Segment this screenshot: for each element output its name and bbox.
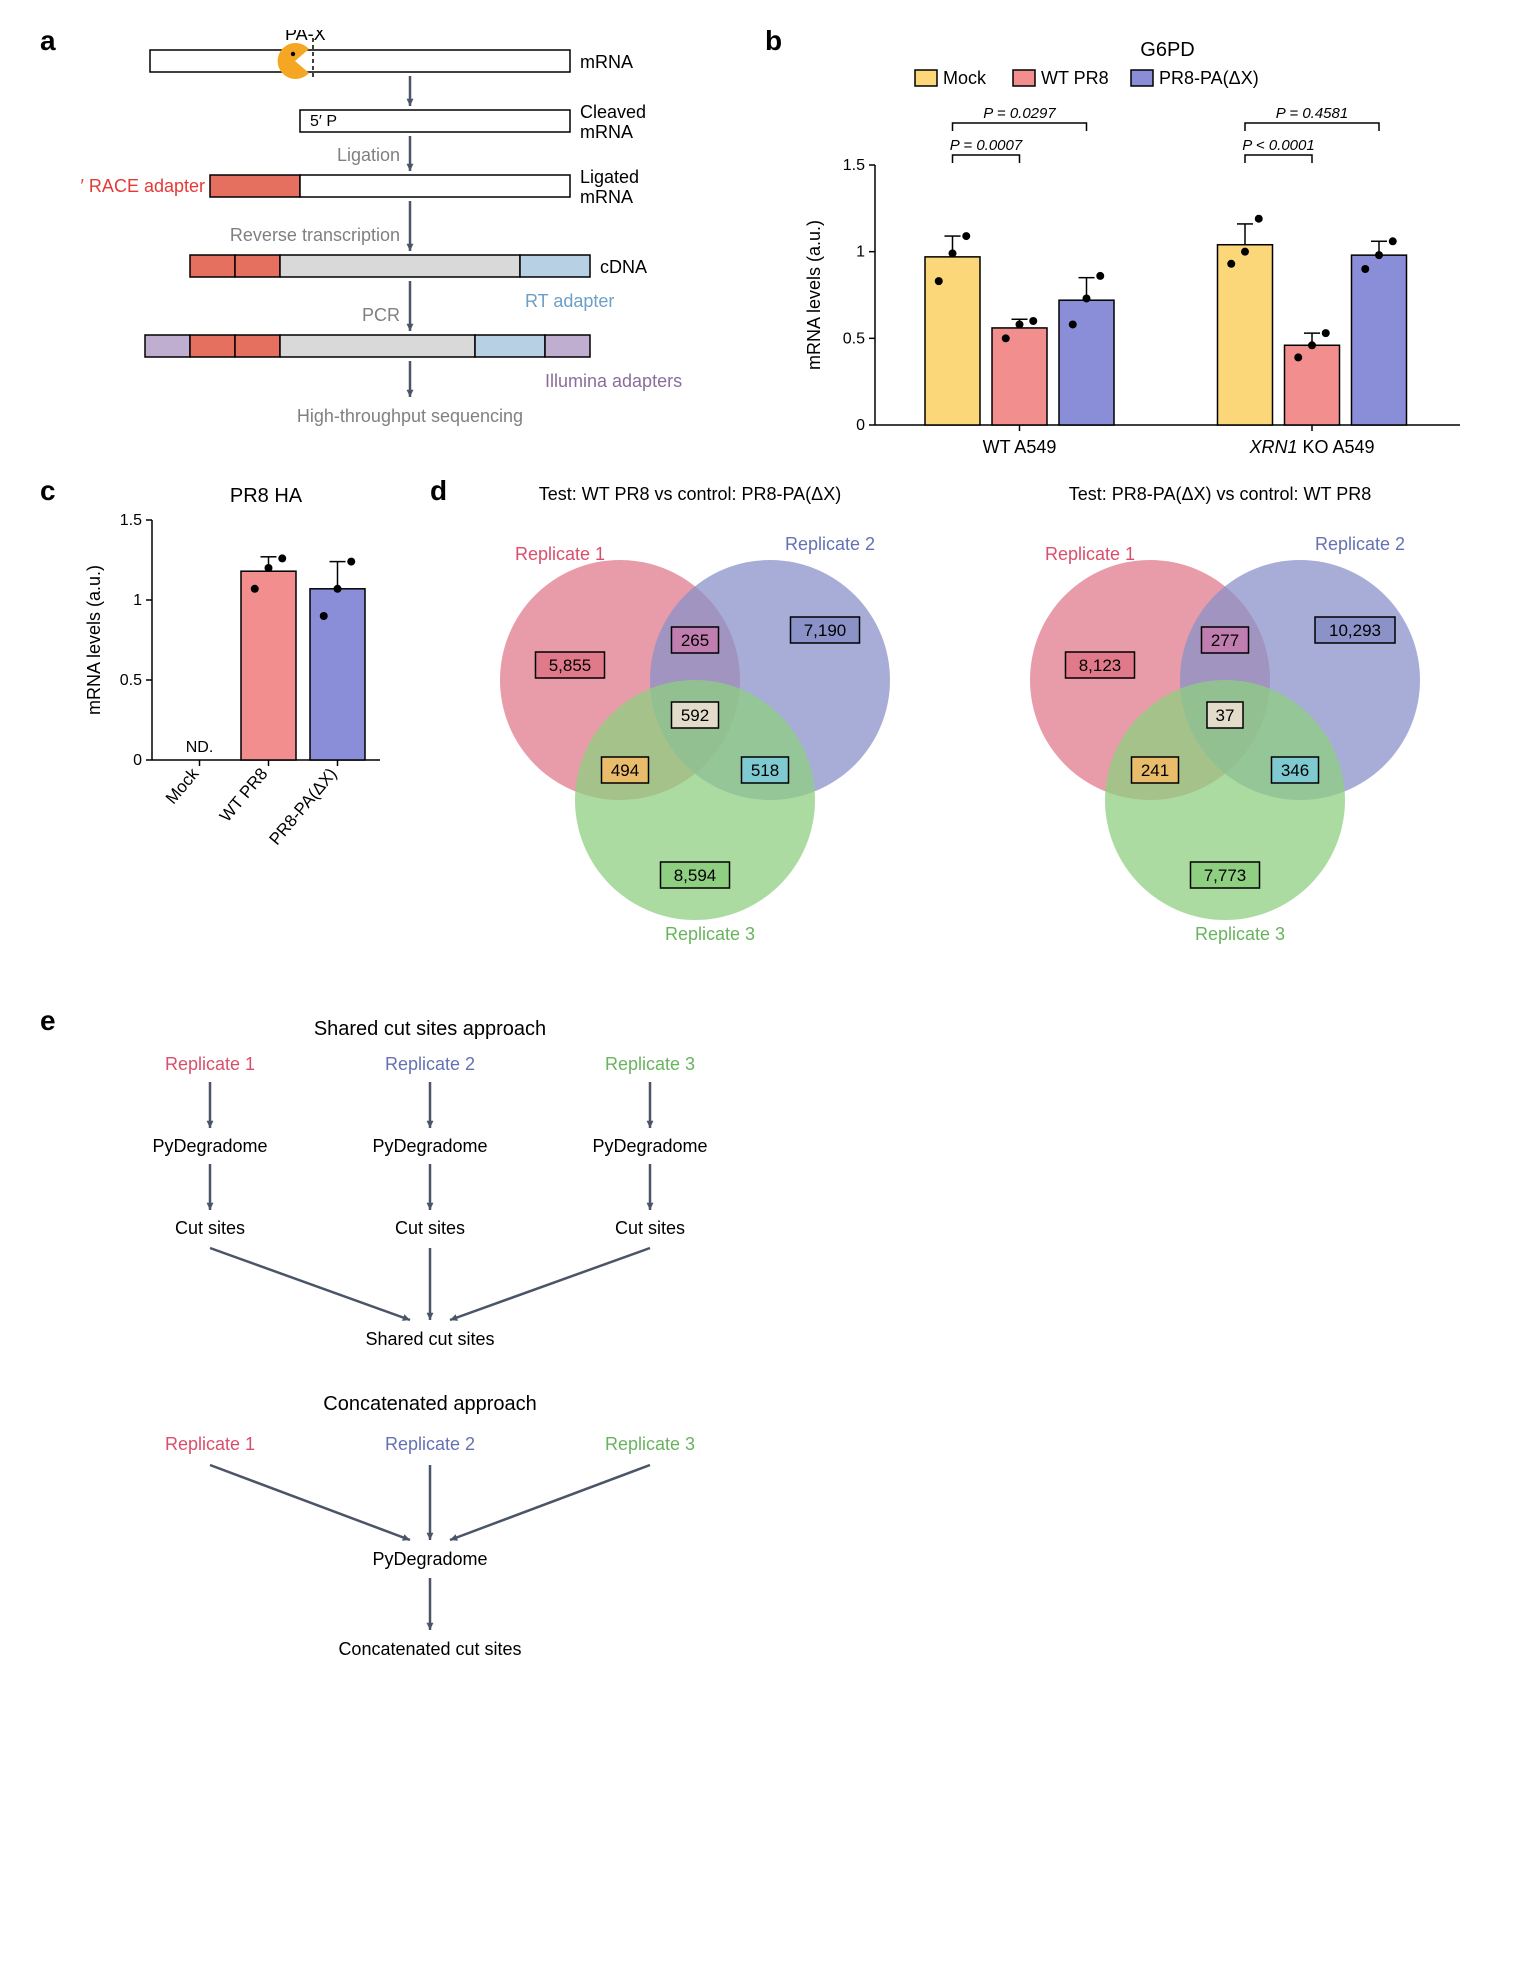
svg-text:P = 0.0297: P = 0.0297 [983, 105, 1056, 122]
svg-text:Concatenated approach: Concatenated approach [323, 1393, 537, 1415]
svg-text:G6PD: G6PD [1140, 39, 1194, 61]
svg-text:241: 241 [1141, 761, 1169, 780]
svg-text:cDNA: cDNA [600, 257, 647, 277]
svg-text:Cleaved: Cleaved [580, 102, 646, 122]
svg-text:Mock: Mock [162, 764, 203, 808]
svg-text:Replicate 1: Replicate 1 [515, 544, 605, 564]
svg-text:Cut sites: Cut sites [395, 1218, 465, 1238]
svg-text:XRN1 KO A549: XRN1 KO A549 [1248, 437, 1374, 457]
svg-text:Ligation: Ligation [337, 145, 400, 165]
svg-text:10,293: 10,293 [1329, 621, 1381, 640]
svg-text:Replicate 3: Replicate 3 [605, 1054, 695, 1074]
svg-text:Replicate 1: Replicate 1 [1045, 544, 1135, 564]
svg-text:1: 1 [133, 592, 142, 609]
svg-text:PyDegradome: PyDegradome [152, 1136, 267, 1156]
svg-text:mRNA: mRNA [580, 122, 633, 142]
svg-text:0.5: 0.5 [843, 330, 865, 347]
svg-text:PyDegradome: PyDegradome [592, 1136, 707, 1156]
svg-text:Shared cut sites approach: Shared cut sites approach [314, 1018, 546, 1040]
svg-text:1.5: 1.5 [120, 512, 142, 529]
svg-text:Test: PR8-PA(ΔX) vs control: W: Test: PR8-PA(ΔX) vs control: WT PR8 [1069, 484, 1371, 504]
panel-c-chart: PR8 HA 0 0.5 1 1.5 mRNA levels (a.u.) ND. Mock W… [80, 480, 400, 900]
svg-text:mRNA levels (a.u.): mRNA levels (a.u.) [804, 220, 824, 370]
svg-text:5,855: 5,855 [549, 656, 592, 675]
svg-text:PCR: PCR [362, 305, 400, 325]
svg-text:8,594: 8,594 [674, 866, 717, 885]
panel-d-label: d [430, 475, 447, 507]
svg-text:Replicate 2: Replicate 2 [385, 1434, 475, 1454]
svg-text:Replicate 3: Replicate 3 [665, 924, 755, 944]
svg-text:mRNA: mRNA [580, 52, 633, 72]
svg-text:Replicate 2: Replicate 2 [1315, 534, 1405, 554]
svg-text:494: 494 [611, 761, 639, 780]
svg-text:P = 0.4581: P = 0.4581 [1276, 105, 1348, 122]
svg-text:Replicate 3: Replicate 3 [1195, 924, 1285, 944]
svg-text:Illumina adapters: Illumina adapters [545, 371, 682, 391]
svg-text:WT A549: WT A549 [983, 437, 1057, 457]
panel-b-label: b [765, 25, 782, 57]
svg-text:PR8-PA(ΔX): PR8-PA(ΔX) [1159, 68, 1259, 88]
svg-text:WT PR8: WT PR8 [216, 764, 272, 825]
panel-b-chart: G6PD Mock WT PR8 PR8-PA(ΔX) 0 0.5 1 1.5 mRNA lev… [800, 30, 1480, 470]
svg-text:Replicate 3: Replicate 3 [605, 1434, 695, 1454]
svg-text:Replicate 1: Replicate 1 [165, 1434, 255, 1454]
svg-text:PyDegradome: PyDegradome [372, 1136, 487, 1156]
svg-text:5′ P: 5′ P [310, 113, 337, 130]
svg-text:0: 0 [856, 417, 865, 434]
svg-text:7,190: 7,190 [804, 621, 847, 640]
svg-text:PR8-PA(ΔX): PR8-PA(ΔX) [265, 764, 340, 848]
svg-text:592: 592 [681, 706, 709, 725]
svg-text:WT PR8: WT PR8 [1041, 68, 1109, 88]
svg-text:1: 1 [856, 244, 865, 261]
svg-text:277: 277 [1211, 631, 1239, 650]
svg-text:5′ RACE adapter: 5′ RACE adapter [80, 176, 205, 196]
panel-c-label: c [40, 475, 56, 507]
svg-text:P < 0.0001: P < 0.0001 [1242, 137, 1314, 154]
svg-text:Mock: Mock [943, 68, 987, 88]
svg-text:8,123: 8,123 [1079, 656, 1122, 675]
svg-text:Ligated: Ligated [580, 167, 639, 187]
svg-text:P = 0.0007: P = 0.0007 [950, 137, 1023, 154]
svg-text:Test: WT PR8 vs control: PR8-P: Test: WT PR8 vs control: PR8-PA(ΔX) [539, 484, 841, 504]
svg-text:Concatenated cut sites: Concatenated cut sites [338, 1639, 521, 1659]
svg-text:High-throughput sequencing: High-throughput sequencing [297, 406, 523, 426]
svg-text:PyDegradome: PyDegradome [372, 1549, 487, 1569]
svg-text:Replicate 2: Replicate 2 [385, 1054, 475, 1074]
panel-e-label: e [40, 1005, 56, 1037]
svg-text:Shared cut sites: Shared cut sites [365, 1329, 494, 1349]
figure: a PA-XmRNA5′ PCleavedmRNALigation5′ RACE… [20, 20, 1499, 1960]
pax-label: PA-X [285, 30, 326, 44]
svg-text:Cut sites: Cut sites [175, 1218, 245, 1238]
svg-text:0.5: 0.5 [120, 672, 142, 689]
svg-text:37: 37 [1216, 706, 1235, 725]
svg-text:Replicate 1: Replicate 1 [165, 1054, 255, 1074]
svg-text:Reverse transcription: Reverse transcription [230, 225, 400, 245]
svg-text:7,773: 7,773 [1204, 866, 1247, 885]
svg-text:ND.: ND. [186, 739, 214, 756]
panel-a-label: a [40, 25, 56, 57]
svg-text:PR8 HA: PR8 HA [230, 485, 303, 507]
svg-text:0: 0 [133, 752, 142, 769]
panel-e-flowchart: Shared cut sites approach Replicate 1 PyDe… [80, 1010, 840, 1930]
svg-text:1.5: 1.5 [843, 157, 865, 174]
svg-text:mRNA levels (a.u.): mRNA levels (a.u.) [84, 565, 104, 715]
svg-text:265: 265 [681, 631, 709, 650]
panel-d-venn: Test: WT PR8 vs control: PR8-PA(ΔX) Repli… [460, 480, 1480, 980]
svg-text:Replicate 2: Replicate 2 [785, 534, 875, 554]
panel-a-diagram: PA-XmRNA5′ PCleavedmRNALigation5′ RACE a… [80, 30, 700, 460]
svg-text:Cut sites: Cut sites [615, 1218, 685, 1238]
svg-text:RT adapter: RT adapter [525, 291, 614, 311]
svg-text:518: 518 [751, 761, 779, 780]
svg-text:mRNA: mRNA [580, 187, 633, 207]
svg-text:346: 346 [1281, 761, 1309, 780]
